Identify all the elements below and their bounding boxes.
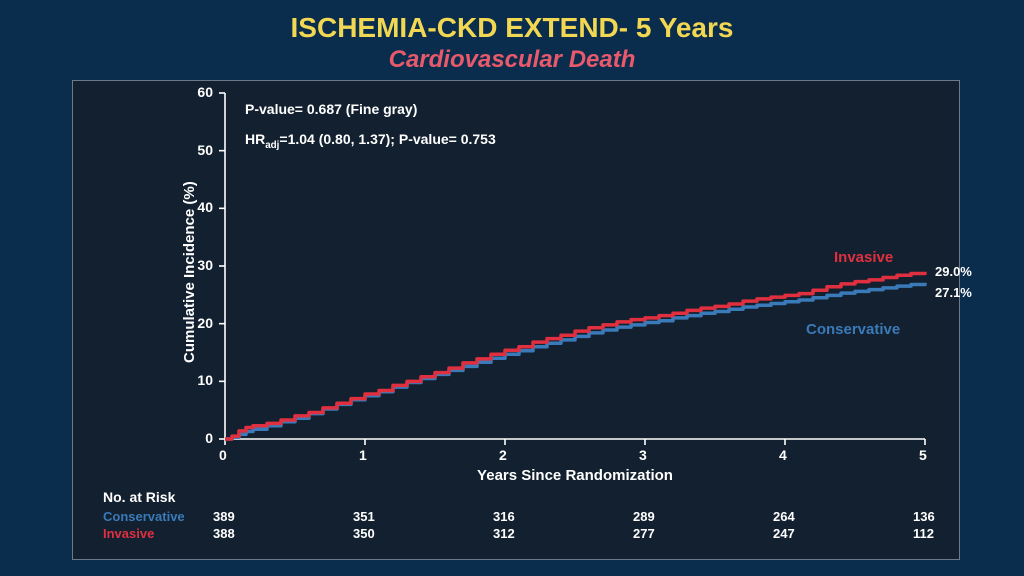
conservative-series-label: Conservative [806, 321, 900, 338]
risk-value: 277 [633, 526, 655, 541]
y-tick-label: 10 [197, 372, 213, 388]
risk-value: 312 [493, 526, 515, 541]
y-tick-label: 60 [197, 84, 213, 100]
risk-value: 389 [213, 509, 235, 524]
risk-value: 112 [913, 526, 934, 541]
risk-value: 247 [773, 526, 795, 541]
slide: ISCHEMIA-CKD EXTEND- 5 Years Cardiovascu… [0, 0, 1024, 576]
risk-value: 289 [633, 509, 655, 524]
y-tick-label: 0 [205, 430, 213, 446]
risk-table-header: No. at Risk [103, 489, 175, 505]
risk-value: 351 [353, 509, 375, 524]
risk-value: 136 [913, 509, 935, 524]
risk-value: 388 [213, 526, 235, 541]
y-tick-label: 30 [197, 257, 213, 273]
slide-subtitle: Cardiovascular Death [0, 46, 1024, 74]
invasive-series-label: Invasive [834, 249, 893, 266]
x-tick-label: 1 [359, 447, 367, 463]
y-tick-label: 40 [197, 199, 213, 215]
x-tick-label: 5 [919, 447, 927, 463]
x-axis-label: Years Since Randomization [225, 467, 925, 484]
risk-value: 264 [773, 509, 795, 524]
x-tick-label: 0 [219, 447, 227, 463]
y-tick-label: 50 [197, 142, 213, 158]
stat-line-2: HRadj=1.04 (0.80, 1.37); P-value= 0.753 [245, 131, 496, 151]
y-tick-label: 20 [197, 315, 213, 331]
conservative-endpoint-value: 27.1% [935, 285, 972, 300]
risk-value: 350 [353, 526, 375, 541]
x-tick-label: 4 [779, 447, 787, 463]
slide-title: ISCHEMIA-CKD EXTEND- 5 Years [0, 12, 1024, 44]
y-axis-label: Cumulative Incidence (%) [181, 181, 198, 363]
risk-row-label: Invasive [103, 526, 154, 541]
risk-value: 316 [493, 509, 515, 524]
invasive-endpoint-value: 29.0% [935, 264, 972, 279]
chart-container: Cumulative Incidence (%) Years Since Ran… [72, 80, 960, 560]
risk-row-label: Conservative [103, 509, 185, 524]
x-tick-label: 3 [639, 447, 647, 463]
x-tick-label: 2 [499, 447, 507, 463]
stat-line-1: P-value= 0.687 (Fine gray) [245, 101, 417, 117]
